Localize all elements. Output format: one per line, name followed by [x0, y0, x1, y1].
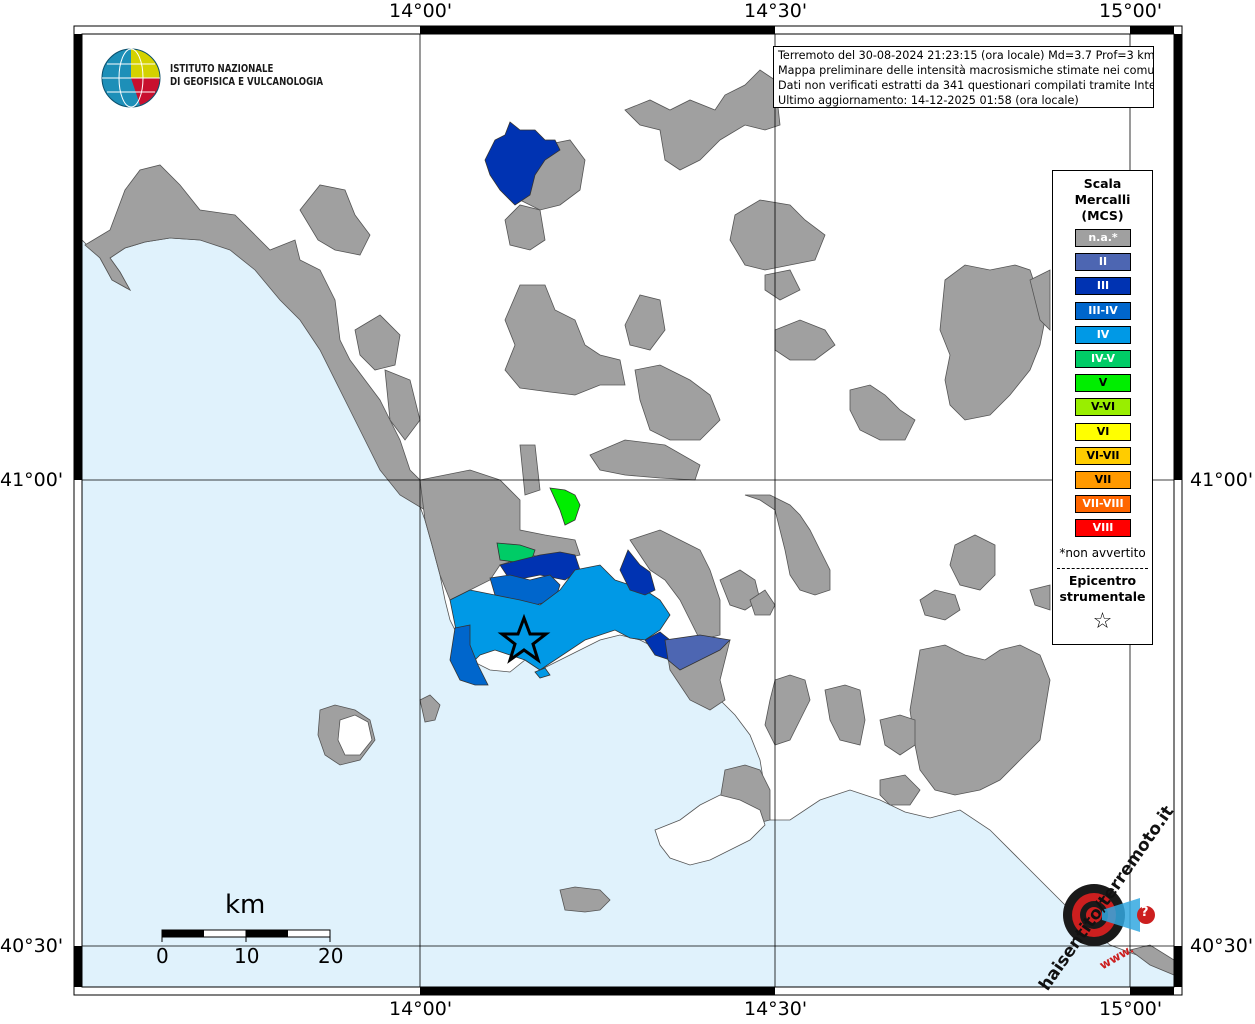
- area-iii-north: [484, 121, 561, 206]
- legend-swatch-vii-viii: VII-VIII: [1075, 495, 1131, 514]
- logo-line-2: DI GEOFISICA E VULCANOLOGIA: [170, 76, 324, 88]
- area-iii-iv-west: [449, 624, 489, 686]
- event-info-line-1: Terremoto del 30-08-2024 21:23:15 (ora l…: [778, 49, 1154, 62]
- scale-tick-20: 20: [318, 944, 344, 968]
- map-frame: [73, 25, 1183, 996]
- municipalities-not-felt: [84, 69, 1175, 976]
- legend-title-line-1: Scala: [1083, 176, 1122, 191]
- logo-line-1: ISTITUTO NAZIONALE: [170, 63, 274, 75]
- event-info-line-4: Ultimo aggiornamento: 14-12-2025 01:58 (…: [778, 94, 1079, 107]
- legend-swatch-ii: II: [1075, 253, 1131, 272]
- legend-title-line-2: Mercalli: [1074, 192, 1131, 207]
- legend-epicenter-line-1: Epicentro: [1068, 573, 1137, 588]
- legend-swatch-iii: III: [1075, 277, 1131, 296]
- legend-separator: [1057, 568, 1148, 569]
- coord-bottom-14-00: 14°00': [389, 998, 453, 1020]
- legend-title-line-3: (MCS): [1081, 208, 1124, 223]
- area-v: [549, 487, 581, 526]
- scale-tick-0: 0: [156, 944, 169, 968]
- legend-swatch-v-vi: V-VI: [1075, 398, 1131, 417]
- area-iv-island: [534, 667, 551, 679]
- legend-swatch-iii-iv: III-IV: [1075, 301, 1131, 320]
- legend-swatch-iv-v: IV-V: [1075, 350, 1131, 368]
- legend-swatch-vii: VII: [1075, 471, 1131, 489]
- islands-white: [337, 714, 766, 866]
- legend-swatch-vi-vii: VI-VII: [1075, 446, 1131, 465]
- haisentito-logo-icon: [1063, 884, 1155, 946]
- legend-epicenter-line-2: strumentale: [1059, 589, 1146, 604]
- scale-title: km: [225, 890, 266, 920]
- legend-swatch-v: V: [1075, 374, 1131, 393]
- coord-bottom-15-00: 15°00': [1099, 998, 1163, 1020]
- legend-swatch-vi: VI: [1075, 422, 1131, 441]
- legend-star-icon: ☆: [1092, 609, 1113, 634]
- watermark-question: ?: [1141, 905, 1149, 920]
- event-info-line-3: Dati non verificati estratti da 341 ques…: [778, 79, 1154, 92]
- coord-top-15-00: 15°00': [1099, 0, 1163, 22]
- legend-swatch-iv: IV: [1075, 325, 1131, 344]
- scale-tick-10: 10: [234, 944, 260, 968]
- coord-left-41-00: 41°00': [0, 469, 64, 491]
- coord-right-40-30: 40°30': [1190, 935, 1254, 957]
- event-info-line-2: Mappa preliminare delle intensità macros…: [778, 64, 1154, 77]
- legend-swatch-n-a-: n.a.*: [1075, 229, 1131, 247]
- municipalities-felt: [449, 121, 731, 686]
- coord-left-40-30: 40°30': [0, 935, 64, 957]
- legend-na-note: *non avvertito: [1059, 546, 1146, 560]
- legend-title: Scala Mercalli (MCS): [1053, 176, 1152, 224]
- area-iii-east: [619, 549, 656, 596]
- coord-top-14-00: 14°00': [389, 0, 453, 22]
- mcs-legend: Scala Mercalli (MCS) n.a.* II III III-IV IV I…: [1052, 170, 1153, 645]
- coord-right-41-00: 41°00': [1190, 469, 1254, 491]
- ingv-logo-text: ISTITUTO NAZIONALE DI GEOFISICA E VULCAN…: [170, 63, 323, 89]
- coord-bottom-14-30: 14°30': [744, 998, 808, 1020]
- event-info-box: Terremoto del 30-08-2024 21:23:15 (ora l…: [773, 46, 1154, 108]
- ingv-logo-icon: [101, 48, 161, 108]
- scale-bar: [161, 929, 331, 942]
- area-ii: [664, 634, 731, 671]
- legend-swatch-viii: VIII: [1075, 519, 1131, 538]
- legend-epicenter-label: Epicentro strumentale: [1053, 573, 1152, 605]
- epicenter-star: [497, 613, 551, 664]
- coord-top-14-30: 14°30': [744, 0, 808, 22]
